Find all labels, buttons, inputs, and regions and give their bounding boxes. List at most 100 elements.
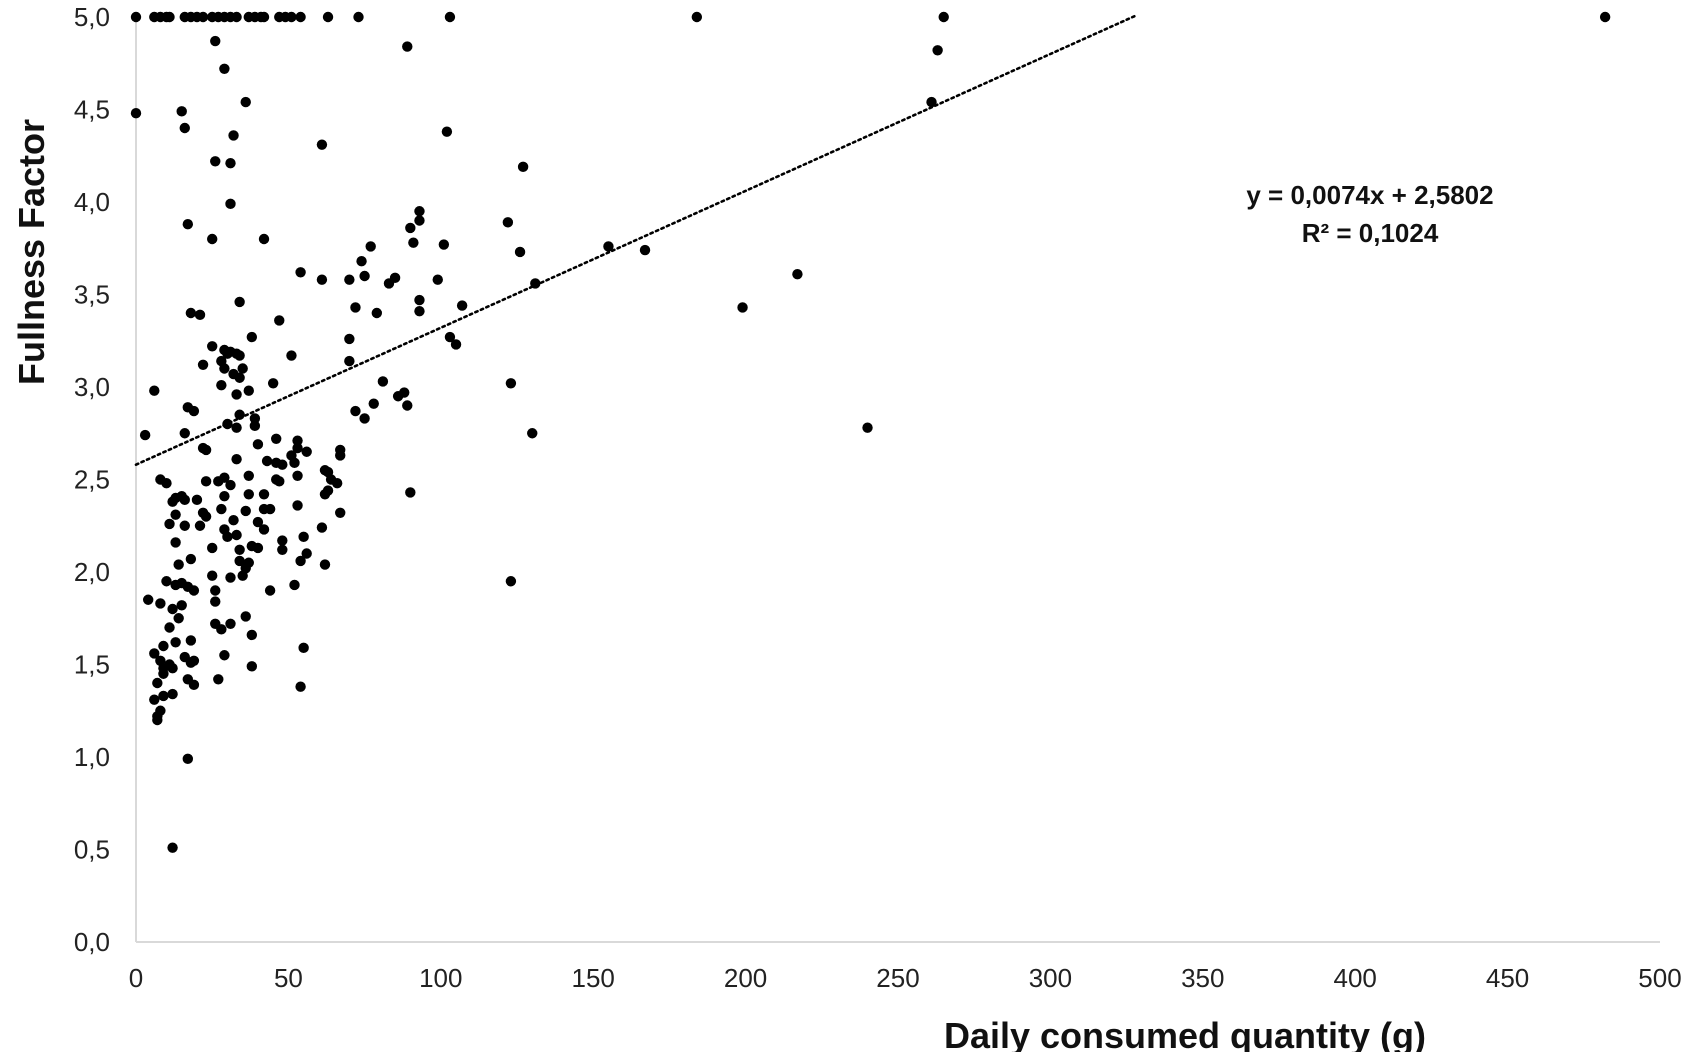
data-point: [185, 307, 197, 319]
data-point: [316, 274, 328, 285]
data-point: [274, 315, 285, 326]
data-point: [295, 681, 306, 692]
data-point: [231, 422, 242, 433]
data-point: [130, 11, 142, 23]
data-point: [182, 753, 194, 765]
data-point: [185, 635, 197, 646]
data-point: [164, 11, 175, 23]
data-point: [210, 35, 221, 47]
data-point: [356, 256, 367, 267]
data-point: [170, 509, 181, 520]
data-point: [249, 413, 261, 424]
data-point: [252, 516, 264, 528]
y-tick-label: 2,0: [74, 557, 110, 587]
data-point: [298, 531, 309, 543]
data-point: [277, 544, 288, 555]
data-point: [405, 487, 416, 498]
data-point: [322, 11, 334, 23]
data-point: [179, 428, 190, 439]
axes: [135, 17, 1660, 943]
x-tick-label: 200: [724, 963, 767, 993]
data-point: [383, 278, 395, 289]
x-tick-label: 100: [419, 963, 462, 993]
data-point: [176, 106, 187, 117]
data-point: [219, 490, 230, 502]
x-tick-label: 400: [1334, 963, 1377, 993]
data-point: [234, 544, 245, 555]
data-point: [152, 714, 163, 726]
data-point: [167, 496, 178, 507]
data-point: [432, 274, 443, 285]
x-tick-labels: 0 50 100 150 200 250 300 350 400 450 500: [129, 963, 1682, 993]
data-point: [249, 420, 261, 432]
data-point: [335, 450, 346, 461]
data-point: [246, 661, 258, 672]
y-tick-label: 5,0: [74, 2, 110, 32]
y-tick-label: 3,0: [74, 372, 110, 402]
data-point: [216, 503, 227, 515]
data-point: [179, 494, 190, 506]
data-point: [194, 520, 206, 531]
data-point: [194, 309, 206, 321]
data-point: [200, 511, 212, 522]
data-point: [258, 489, 270, 500]
data-point: [502, 217, 514, 228]
data-point: [225, 479, 236, 491]
data-point: [271, 433, 282, 444]
data-point: [289, 457, 300, 469]
data-point: [258, 11, 270, 23]
data-point: [176, 600, 187, 611]
data-point: [414, 215, 425, 226]
x-axis-title: Daily consumed quantity (g): [944, 1015, 1426, 1052]
data-point: [517, 161, 529, 173]
data-point: [344, 274, 355, 285]
data-point: [149, 694, 160, 705]
data-point: [365, 241, 376, 252]
data-point: [292, 435, 303, 446]
data-point: [225, 618, 236, 629]
data-point: [292, 442, 303, 454]
y-tick-labels: 0,0 0,5 1,0 1,5 2,0 2,5 3,0 3,5 4,0 4,5 5,0: [74, 2, 110, 957]
data-point: [207, 341, 218, 352]
data-point: [231, 11, 242, 23]
data-point: [264, 503, 276, 515]
data-point: [316, 139, 328, 150]
data-point: [441, 126, 453, 137]
data-point: [191, 494, 203, 506]
data-point: [505, 576, 517, 587]
data-point: [240, 611, 251, 622]
data-point: [158, 640, 169, 652]
data-point: [237, 363, 248, 374]
data-point: [170, 637, 181, 648]
x-tick-label: 300: [1029, 963, 1072, 993]
y-tick-label: 4,5: [74, 95, 110, 125]
y-tick-label: 3,5: [74, 280, 110, 310]
data-point: [210, 156, 221, 167]
data-point: [158, 690, 169, 702]
data-point: [277, 535, 288, 546]
data-point: [932, 45, 943, 56]
data-point: [444, 331, 456, 343]
data-point: [243, 385, 254, 396]
data-point: [405, 222, 416, 234]
data-point: [188, 655, 200, 666]
data-point: [792, 268, 803, 280]
data-point: [130, 108, 142, 119]
data-point: [359, 413, 370, 424]
data-point: [161, 478, 172, 489]
data-point: [252, 439, 264, 450]
data-point: [173, 613, 184, 624]
y-tick-label: 4,0: [74, 187, 110, 217]
data-point: [139, 429, 151, 441]
data-point: [258, 524, 270, 535]
data-point: [246, 331, 258, 343]
data-point: [402, 400, 413, 411]
data-point: [237, 570, 248, 581]
data-point: [264, 585, 276, 596]
data-point: [438, 239, 450, 250]
data-point: [170, 537, 181, 548]
data-point: [319, 559, 331, 570]
data-point: [243, 470, 254, 481]
data-point: [938, 11, 949, 23]
